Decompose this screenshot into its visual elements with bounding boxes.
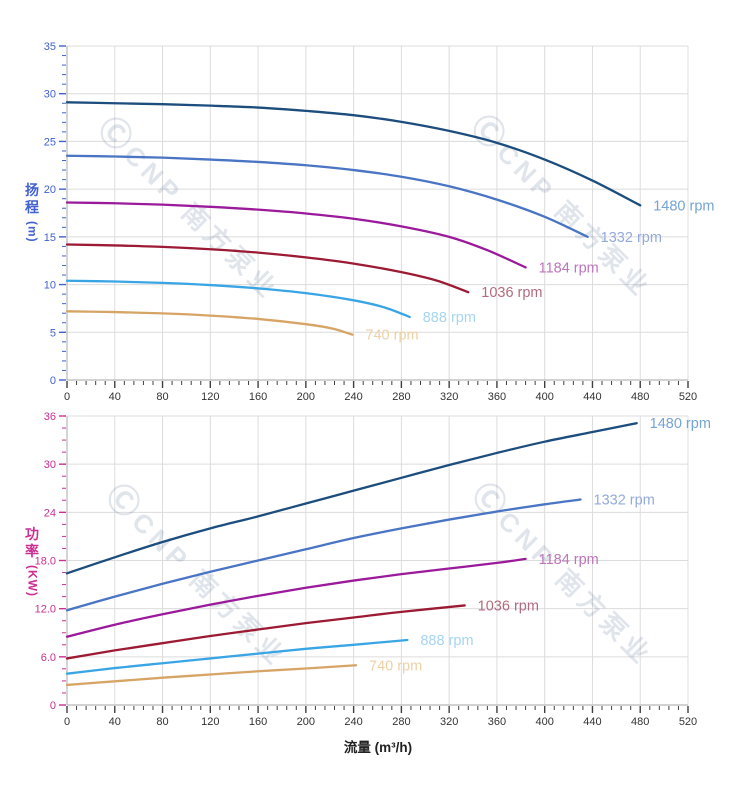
power-axis-title: 功率 (KW) (22, 526, 42, 597)
rpm-label-1480-rpm: 1480 rpm (650, 416, 711, 432)
x-tick-label: 120 (201, 391, 219, 403)
y-tick-label: 18.0 (35, 556, 56, 568)
x-tick-label: 200 (297, 391, 315, 403)
pump-power-curves: 0 40 80 120 160 200 240 280 320 360 400 440 480 520 0 6… (35, 411, 711, 728)
curve-1332-rpm (65, 498, 582, 612)
curve-1332-rpm (65, 154, 589, 239)
axis-ticks (59, 415, 689, 713)
y-tick-label: 36 (44, 411, 56, 423)
x-tick-label: 240 (344, 716, 362, 728)
rpm-label-1184-rpm: 1184 rpm (539, 552, 599, 568)
y-tick-label: 12.0 (35, 604, 56, 616)
x-tick-label: 0 (64, 716, 70, 728)
x-tick-label: 40 (109, 391, 121, 403)
x-tick-label: 320 (440, 716, 458, 728)
x-tick-label: 320 (440, 391, 458, 403)
head-axis-unit: (m) (25, 221, 40, 243)
y-tick-label: 20 (44, 184, 56, 196)
rpm-label-1036-rpm: 1036 rpm (481, 285, 542, 301)
rpm-label-888-rpm: 888 rpm (420, 633, 473, 649)
x-tick-label: 80 (156, 716, 168, 728)
rpm-label-740-rpm: 740 rpm (365, 328, 418, 344)
y-tick-label: 0 (50, 700, 56, 712)
x-tick-label: 480 (631, 716, 649, 728)
x-tick-label: 160 (249, 391, 267, 403)
curve-1184-rpm (65, 201, 527, 269)
rpm-label-1184-rpm: 1184 rpm (539, 260, 599, 276)
x-tick-label: 280 (392, 391, 410, 403)
curve-1036-rpm (65, 604, 466, 660)
y-tick-label: 25 (44, 136, 56, 148)
x-tick-label: 160 (249, 716, 267, 728)
y-tick-label: 6.0 (41, 652, 56, 664)
rpm-label-1480-rpm: 1480 rpm (653, 198, 714, 214)
axis-ticks (59, 45, 689, 388)
x-tick-label: 0 (64, 391, 70, 403)
x-tick-label: 480 (631, 391, 649, 403)
curve-740-rpm (65, 664, 358, 687)
x-tick-label: 360 (488, 716, 506, 728)
curve-1036-rpm (65, 243, 470, 294)
gridlines (67, 45, 689, 380)
rpm-label-1332-rpm: 1332 rpm (601, 230, 662, 246)
curve-1184-rpm (65, 557, 527, 638)
x-tick-label: 280 (392, 716, 410, 728)
x-tick-label: 520 (679, 716, 697, 728)
x-tick-label: 440 (583, 716, 601, 728)
rpm-label-1332-rpm: 1332 rpm (594, 492, 655, 508)
x-tick-label: 520 (679, 391, 697, 403)
cnp-watermark: ⒸCNP 南方泵业 (91, 110, 288, 307)
tick-labels: 0 40 80 120 160 200 240 280 320 360 400 440 480 520 0 6… (35, 411, 698, 728)
power-axis-title-text: 功率 (25, 526, 39, 559)
head-axis-title: 扬程 (m) (22, 182, 42, 243)
y-tick-label: 10 (44, 280, 56, 292)
curve-888-rpm (65, 638, 409, 675)
x-tick-label: 440 (583, 391, 601, 403)
x-tick-label: 40 (109, 716, 121, 728)
head-axis-title-text: 扬程 (25, 182, 39, 215)
y-tick-label: 5 (50, 327, 56, 339)
y-tick-label: 15 (44, 232, 56, 244)
tick-labels: 0 40 80 120 160 200 240 280 320 360 400 440 480 52005… (44, 41, 697, 403)
rpm-label-888-rpm: 888 rpm (423, 310, 476, 326)
curve-740-rpm (65, 310, 354, 336)
flow-axis-title: 流量 (m³/h) (343, 740, 413, 755)
x-tick-label: 360 (488, 391, 506, 403)
curve-888-rpm (65, 279, 411, 319)
y-tick-label: 30 (44, 459, 56, 471)
rpm-label-740-rpm: 740 rpm (369, 658, 422, 674)
y-tick-label: 24 (44, 507, 56, 519)
y-tick-label: 0 (50, 375, 56, 387)
y-tick-label: 30 (44, 89, 56, 101)
x-tick-label: 80 (156, 391, 168, 403)
x-tick-label: 400 (536, 391, 554, 403)
x-tick-label: 120 (201, 716, 219, 728)
pump-head-curves: 0 40 80 120 160 200 240 280 320 360 400 440 480 52005… (44, 41, 715, 403)
x-tick-label: 240 (344, 391, 362, 403)
x-tick-label: 400 (536, 716, 554, 728)
curve-1480-rpm (65, 101, 642, 207)
curve-1480-rpm (65, 422, 638, 575)
y-tick-label: 35 (44, 41, 56, 53)
gridlines (67, 415, 689, 705)
power-axis-unit: (KW) (25, 565, 40, 597)
x-tick-label: 200 (297, 716, 315, 728)
rpm-label-1036-rpm: 1036 rpm (478, 598, 539, 614)
